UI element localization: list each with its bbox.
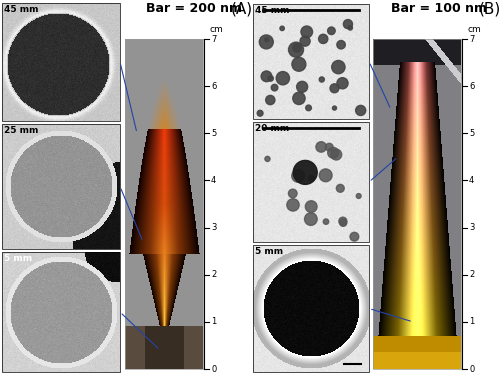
Circle shape [292, 170, 304, 182]
Circle shape [337, 78, 348, 89]
Text: 4: 4 [211, 176, 216, 185]
Circle shape [276, 72, 289, 85]
Text: 2: 2 [469, 270, 474, 279]
Circle shape [350, 232, 359, 241]
Circle shape [287, 199, 299, 211]
Circle shape [268, 76, 274, 81]
Text: 25 mm: 25 mm [4, 126, 38, 135]
Circle shape [301, 26, 312, 38]
Circle shape [261, 71, 272, 82]
Circle shape [260, 35, 274, 49]
Text: 1: 1 [469, 317, 474, 326]
Bar [253, 4, 369, 119]
Circle shape [265, 156, 270, 161]
Circle shape [332, 106, 336, 110]
Text: 1: 1 [211, 317, 216, 326]
Circle shape [340, 219, 347, 226]
Circle shape [332, 60, 345, 74]
Circle shape [318, 34, 328, 43]
Circle shape [292, 57, 306, 71]
Circle shape [288, 189, 297, 198]
Circle shape [293, 92, 305, 104]
Circle shape [308, 175, 314, 181]
Circle shape [320, 169, 332, 182]
Circle shape [324, 219, 328, 224]
Text: 3: 3 [469, 223, 474, 232]
Text: 5: 5 [469, 129, 474, 138]
Bar [253, 122, 369, 242]
Text: 20 mm: 20 mm [255, 124, 289, 133]
Circle shape [280, 26, 284, 31]
Circle shape [344, 20, 352, 29]
Circle shape [339, 217, 347, 225]
Bar [373, 39, 461, 369]
Circle shape [271, 84, 278, 91]
Circle shape [356, 193, 361, 198]
Circle shape [304, 213, 317, 225]
Circle shape [337, 40, 345, 49]
Circle shape [316, 142, 326, 152]
Bar [2, 3, 120, 121]
Text: 45 mm: 45 mm [255, 6, 290, 15]
Circle shape [264, 38, 269, 42]
Circle shape [326, 143, 333, 151]
Circle shape [328, 147, 338, 158]
Circle shape [293, 44, 301, 52]
Text: 2: 2 [211, 270, 216, 279]
Text: (B): (B) [479, 2, 500, 17]
Text: Bar = 100 nm: Bar = 100 nm [391, 2, 487, 15]
Text: 45 mm: 45 mm [4, 5, 38, 14]
Text: cm: cm [467, 25, 481, 34]
Text: 3: 3 [211, 223, 216, 232]
Bar [2, 124, 120, 249]
Circle shape [296, 81, 308, 92]
Circle shape [328, 27, 335, 35]
Text: cm: cm [209, 25, 223, 34]
Bar [2, 252, 120, 372]
Circle shape [257, 110, 263, 116]
Circle shape [356, 105, 366, 115]
Text: (A): (A) [231, 2, 253, 17]
Circle shape [331, 149, 342, 160]
Circle shape [306, 201, 317, 213]
Text: Bar = 200 nm: Bar = 200 nm [146, 2, 242, 15]
Text: 0: 0 [469, 365, 474, 374]
Bar [253, 245, 369, 372]
Bar [125, 39, 203, 369]
Text: 4: 4 [469, 176, 474, 185]
Text: 7: 7 [469, 35, 474, 43]
Circle shape [300, 36, 310, 46]
Text: 6: 6 [211, 82, 216, 90]
Circle shape [293, 160, 317, 184]
Circle shape [266, 95, 275, 105]
Text: 6: 6 [469, 82, 474, 90]
Circle shape [306, 105, 312, 111]
Text: 0: 0 [211, 365, 216, 374]
Text: 5 mm: 5 mm [4, 254, 32, 263]
Circle shape [330, 84, 339, 93]
Text: 7: 7 [211, 35, 216, 43]
Text: 5: 5 [211, 129, 216, 138]
Circle shape [336, 184, 344, 192]
Circle shape [319, 77, 324, 82]
Circle shape [348, 26, 352, 30]
Text: 5 mm: 5 mm [255, 247, 283, 256]
Circle shape [288, 42, 304, 57]
